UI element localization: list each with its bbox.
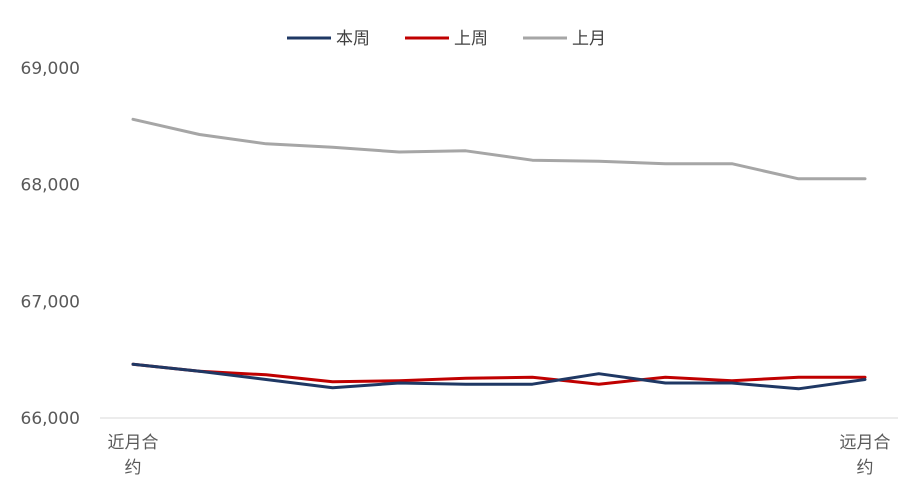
x-tick-label: 近月合约	[108, 433, 159, 478]
legend-item: 上月	[523, 29, 606, 49]
x-axis: 近月合约 远月合约	[108, 433, 891, 478]
legend: 本周 上周 上月	[287, 29, 606, 49]
series-line-1	[131, 362, 867, 391]
y-tick-label: 67,000	[21, 292, 80, 312]
series-line-3	[131, 117, 867, 181]
legend-item: 上周	[405, 29, 488, 49]
legend-item: 本周	[287, 29, 370, 49]
plot-area	[131, 117, 867, 391]
y-tick-label: 66,000	[21, 409, 80, 429]
series-line-2	[131, 362, 867, 386]
y-tick-label: 69,000	[21, 59, 80, 79]
x-tick-label: 远月合约	[840, 433, 891, 478]
legend-label: 本周	[336, 29, 370, 49]
legend-label: 上月	[572, 29, 606, 49]
y-axis: 66,000 67,000 68,000 69,000	[21, 59, 80, 429]
legend-label: 上周	[454, 29, 488, 49]
y-tick-label: 68,000	[21, 176, 80, 196]
